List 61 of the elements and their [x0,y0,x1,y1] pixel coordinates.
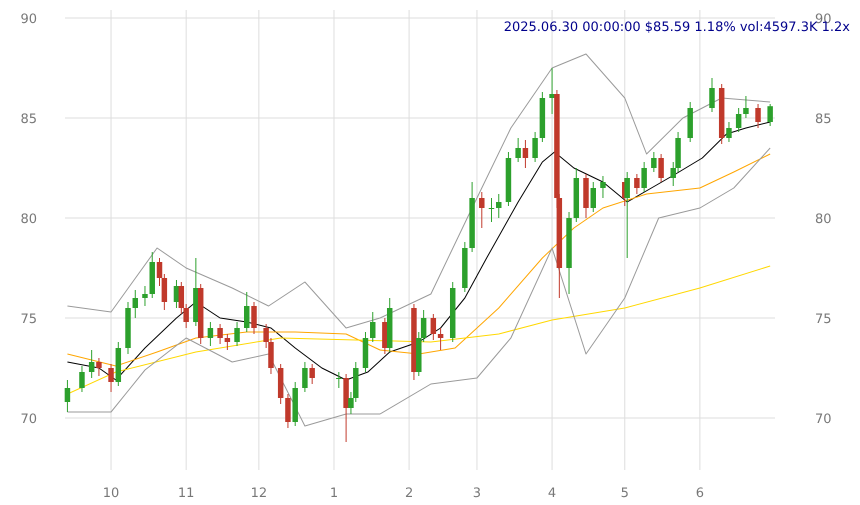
candlestick [651,152,657,172]
y-tick-label: 70 [20,412,37,427]
candlestick [709,78,715,112]
x-tick-label: 12 [250,486,268,501]
candlestick [244,292,250,332]
candlestick [479,192,485,228]
candlestick [309,364,315,384]
candlestick [736,108,742,132]
candlestick [767,104,773,126]
candlestick [234,322,240,346]
candlestick [522,140,528,168]
candlestick [755,104,761,128]
candlestick [488,198,494,222]
line-series [66,54,771,328]
candlestick [743,96,749,118]
candlestick [208,322,214,346]
candlestick [285,394,291,428]
candlestick [336,372,342,388]
candlestick [88,350,94,378]
candlestick [217,324,223,344]
candlestick [641,162,647,192]
line-series [66,154,771,366]
x-tick-label: 10 [102,486,120,501]
candlestick [224,334,230,350]
candlestick [251,302,257,334]
candlestick [438,328,444,350]
y2-tick-label: 80 [815,212,832,227]
candlestick [658,154,664,182]
y2-tick-label: 85 [815,112,832,127]
candlestick [590,182,596,212]
candlestick [532,132,538,162]
y2-tick-label: 75 [815,312,832,327]
x-tick-label: 3 [472,486,482,501]
x-tick-label: 6 [696,486,704,501]
y-tick-label: 90 [20,12,37,27]
x-tick-label: 2 [404,486,414,501]
candlestick [302,362,308,392]
line-series [66,148,771,426]
candlestick [515,138,521,162]
candlestick [600,176,606,198]
x-tick-label: 5 [620,486,629,501]
candlestick [108,364,114,392]
candlestick [174,280,180,308]
candlestick [496,194,502,218]
candlestick [142,286,148,306]
candlestick [726,122,732,142]
candlestick [430,314,436,340]
candlestick [64,380,70,412]
x-tick-label: 4 [548,486,556,501]
candlestick [624,172,630,258]
candlestick [96,358,102,376]
candlestick [634,174,640,194]
x-tick-label: 11 [178,486,194,501]
candlestick [370,312,376,342]
y-tick-label: 80 [20,212,37,227]
y-tick-label: 85 [20,112,37,127]
candlestick [132,290,138,318]
candlestick [79,366,85,392]
x-tick-label: 1 [330,486,338,501]
y2-tick-label: 70 [815,412,832,427]
y-tick-label: 75 [20,312,37,327]
